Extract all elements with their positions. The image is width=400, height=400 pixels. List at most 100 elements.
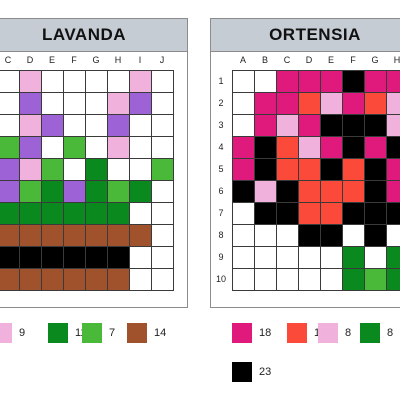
ortensia-cell[interactable] [276, 180, 299, 203]
lavanda-cell[interactable] [129, 158, 152, 181]
lavanda-cell[interactable] [41, 114, 64, 137]
ortensia-cell[interactable] [254, 136, 277, 159]
lavanda-cell[interactable] [0, 202, 20, 225]
lavanda-cell[interactable] [85, 202, 108, 225]
ortensia-cell[interactable] [276, 268, 299, 291]
lavanda-cell[interactable] [151, 70, 174, 93]
lavanda-cell[interactable] [41, 136, 64, 159]
ortensia-cell[interactable] [342, 92, 365, 115]
lavanda-cell[interactable] [107, 180, 130, 203]
ortensia-cell[interactable] [342, 136, 365, 159]
lavanda-cell[interactable] [0, 224, 20, 247]
ortensia-cell[interactable] [232, 136, 255, 159]
ortensia-cell[interactable] [298, 70, 321, 93]
lavanda-cell[interactable] [151, 136, 174, 159]
ortensia-cell[interactable] [320, 246, 343, 269]
ortensia-cell[interactable] [364, 180, 387, 203]
lavanda-cell[interactable] [41, 224, 64, 247]
lavanda-cell[interactable] [0, 114, 20, 137]
ortensia-cell[interactable] [342, 268, 365, 291]
ortensia-cell[interactable] [232, 202, 255, 225]
lavanda-cell[interactable] [19, 158, 42, 181]
ortensia-cell[interactable] [232, 268, 255, 291]
ortensia-cell[interactable] [364, 224, 387, 247]
lavanda-cell[interactable] [63, 70, 86, 93]
lavanda-cell[interactable] [129, 246, 152, 269]
ortensia-cell[interactable] [298, 136, 321, 159]
ortensia-cell[interactable] [254, 92, 277, 115]
lavanda-cell[interactable] [107, 202, 130, 225]
lavanda-cell[interactable] [63, 202, 86, 225]
lavanda-cell[interactable] [63, 180, 86, 203]
lavanda-cell[interactable] [129, 70, 152, 93]
ortensia-cell[interactable] [386, 246, 400, 269]
ortensia-cell[interactable] [276, 158, 299, 181]
lavanda-cell[interactable] [19, 136, 42, 159]
lavanda-cell[interactable] [0, 268, 20, 291]
lavanda-cell[interactable] [63, 92, 86, 115]
lavanda-cell[interactable] [85, 246, 108, 269]
lavanda-cell[interactable] [151, 158, 174, 181]
lavanda-cell[interactable] [151, 202, 174, 225]
lavanda-cell[interactable] [85, 158, 108, 181]
lavanda-cell[interactable] [19, 202, 42, 225]
lavanda-cell[interactable] [0, 158, 20, 181]
ortensia-cell[interactable] [364, 246, 387, 269]
ortensia-cell[interactable] [342, 180, 365, 203]
ortensia-cell[interactable] [298, 180, 321, 203]
ortensia-cell[interactable] [298, 268, 321, 291]
lavanda-cell[interactable] [63, 158, 86, 181]
ortensia-cell[interactable] [320, 180, 343, 203]
lavanda-cell[interactable] [129, 202, 152, 225]
ortensia-cell[interactable] [364, 70, 387, 93]
ortensia-cell[interactable] [254, 180, 277, 203]
ortensia-cell[interactable] [386, 158, 400, 181]
lavanda-cell[interactable] [63, 246, 86, 269]
ortensia-cell[interactable] [232, 246, 255, 269]
ortensia-cell[interactable] [320, 202, 343, 225]
lavanda-cell[interactable] [129, 114, 152, 137]
ortensia-cell[interactable] [364, 268, 387, 291]
ortensia-cell[interactable] [254, 158, 277, 181]
lavanda-cell[interactable] [107, 246, 130, 269]
lavanda-cell[interactable] [85, 224, 108, 247]
lavanda-cell[interactable] [85, 268, 108, 291]
ortensia-cell[interactable] [386, 136, 400, 159]
lavanda-cell[interactable] [19, 246, 42, 269]
lavanda-cell[interactable] [85, 114, 108, 137]
ortensia-cell[interactable] [320, 158, 343, 181]
ortensia-cell[interactable] [342, 202, 365, 225]
lavanda-cell[interactable] [41, 202, 64, 225]
ortensia-cell[interactable] [320, 268, 343, 291]
lavanda-cell[interactable] [41, 246, 64, 269]
ortensia-cell[interactable] [298, 224, 321, 247]
ortensia-cell[interactable] [386, 224, 400, 247]
lavanda-cell[interactable] [85, 180, 108, 203]
ortensia-cell[interactable] [342, 70, 365, 93]
lavanda-cell[interactable] [41, 92, 64, 115]
ortensia-cell[interactable] [298, 158, 321, 181]
lavanda-cell[interactable] [19, 114, 42, 137]
lavanda-cell[interactable] [151, 92, 174, 115]
ortensia-cell[interactable] [364, 202, 387, 225]
ortensia-cell[interactable] [276, 224, 299, 247]
ortensia-cell[interactable] [276, 114, 299, 137]
lavanda-cell[interactable] [0, 92, 20, 115]
lavanda-cell[interactable] [129, 92, 152, 115]
lavanda-cell[interactable] [151, 268, 174, 291]
lavanda-cell[interactable] [107, 136, 130, 159]
ortensia-cell[interactable] [232, 70, 255, 93]
lavanda-cell[interactable] [19, 180, 42, 203]
lavanda-cell[interactable] [107, 158, 130, 181]
lavanda-cell[interactable] [151, 224, 174, 247]
ortensia-cell[interactable] [254, 70, 277, 93]
ortensia-cell[interactable] [386, 268, 400, 291]
lavanda-cell[interactable] [19, 92, 42, 115]
lavanda-cell[interactable] [107, 268, 130, 291]
lavanda-cell[interactable] [0, 180, 20, 203]
ortensia-cell[interactable] [342, 114, 365, 137]
lavanda-cell[interactable] [41, 158, 64, 181]
lavanda-cell[interactable] [85, 70, 108, 93]
lavanda-cell[interactable] [19, 268, 42, 291]
lavanda-cell[interactable] [107, 92, 130, 115]
